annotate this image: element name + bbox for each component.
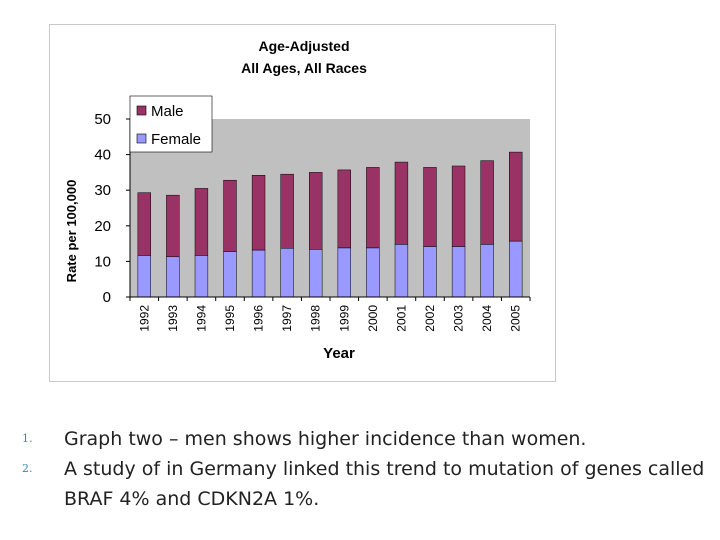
bar-male-1998 [309, 172, 323, 250]
bar-male-2004 [480, 160, 494, 245]
x-tick-label: 2003 [452, 305, 466, 332]
y-ticks: 0 10 20 30 40 50 [94, 111, 130, 306]
bars-layer [137, 151, 523, 298]
legend-female-label: Female [151, 131, 201, 148]
note-text-2: A study of in Germany linked this trend … [64, 458, 705, 510]
bar-male-1997 [280, 173, 294, 249]
bar-female-2003 [451, 246, 466, 298]
y-tick-label: 50 [94, 111, 111, 128]
x-tick-label: 1998 [309, 305, 323, 332]
y-tick-label: 40 [94, 147, 111, 164]
bar-male-1994 [194, 188, 209, 256]
legend-female-swatch [136, 133, 147, 144]
y-tick-label: 0 [103, 289, 111, 306]
bar-female-2001 [394, 244, 409, 298]
x-tick-label: 1997 [280, 305, 294, 332]
bar-female-1994 [194, 255, 209, 298]
chart-container: Age-Adjusted All Ages, All Races 0 10 20 30… [49, 24, 556, 382]
x-tick-label: 2000 [366, 305, 380, 332]
bar-male-2001 [394, 161, 409, 245]
bar-male-1992 [137, 192, 151, 256]
bar-female-1993 [166, 256, 180, 298]
legend: Male Female [129, 95, 213, 153]
legend-male-swatch [136, 105, 147, 116]
x-tick-label: 1995 [223, 305, 237, 332]
note-number-1: 1. [22, 432, 33, 445]
bar-male-1999 [337, 169, 351, 249]
x-tick-label: 1996 [252, 305, 266, 332]
bar-female-2000 [366, 247, 380, 298]
y-tick-label: 10 [94, 253, 111, 270]
bar-male-2000 [366, 167, 380, 249]
bar-female-2005 [509, 240, 523, 298]
bar-male-1996 [251, 174, 266, 251]
x-tick-label: 2001 [394, 305, 408, 332]
x-tick-label: 2002 [423, 305, 437, 332]
x-tick-label: 1993 [166, 305, 180, 332]
x-tick-label: 1994 [194, 305, 208, 332]
bar-female-1999 [337, 247, 351, 298]
bar-female-2002 [423, 246, 437, 298]
bar-female-1996 [251, 249, 266, 298]
chart-title-line-2: All Ages, All Races [241, 60, 367, 76]
bar-female-1995 [223, 251, 237, 298]
legend-male-label: Male [151, 103, 184, 120]
bar-male-1993 [166, 194, 180, 258]
x-ticks: 1992 1993 1994 1995 1996 1997 1998 1999 2000 2001… [129, 297, 531, 332]
bar-female-1997 [280, 247, 294, 298]
x-tick-label: 2004 [480, 305, 494, 332]
x-tick-label: 1992 [137, 305, 151, 332]
y-tick-label: 20 [94, 218, 111, 235]
bar-male-2005 [509, 151, 523, 242]
note-item-1: 1. Graph two – men shows higher incidenc… [22, 424, 712, 454]
notes-list: 1. Graph two – men shows higher incidenc… [22, 424, 712, 514]
note-item-2: 2. A study of in Germany linked this tre… [22, 454, 712, 514]
bar-male-2003 [451, 165, 466, 247]
x-tick-label: 2005 [509, 305, 523, 332]
bar-female-2004 [480, 244, 494, 298]
y-axis-title: Rate per 100,000 [64, 180, 79, 283]
x-tick-label: 1999 [337, 305, 351, 332]
bar-male-2002 [423, 167, 437, 247]
y-tick-label: 30 [94, 182, 111, 199]
bar-male-1995 [223, 179, 237, 252]
bar-female-1998 [309, 249, 323, 298]
chart-title-line-1: Age-Adjusted [259, 38, 350, 54]
x-axis-title: Year [323, 345, 355, 362]
stacked-bar-chart: Age-Adjusted All Ages, All Races 0 10 20 30… [64, 38, 531, 362]
note-number-2: 2. [22, 462, 33, 475]
note-text-1: Graph two – men shows higher incidence t… [64, 428, 587, 450]
bar-female-1992 [137, 255, 151, 298]
